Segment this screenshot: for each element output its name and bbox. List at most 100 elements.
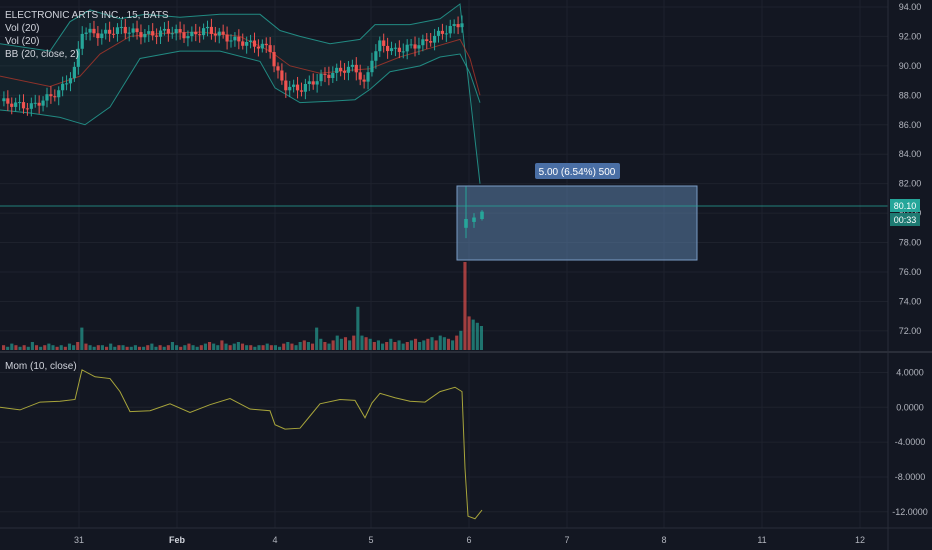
candle-body [452, 24, 456, 26]
volume-bar [418, 342, 422, 350]
candle-body [460, 23, 464, 28]
candle-body [41, 100, 45, 106]
volume-bar [121, 345, 125, 350]
volume-bars [2, 262, 483, 350]
candle-body [158, 30, 163, 37]
volume-bar [335, 335, 339, 350]
candle-body [346, 66, 351, 73]
candle-body [194, 31, 198, 35]
candle-body [237, 36, 241, 42]
volume-bar [331, 340, 335, 350]
momentum-axis[interactable]: 4.0000 0.0000 -4.0000 -8.0000 -12.0000 [892, 367, 928, 516]
candle-body [241, 41, 245, 46]
volume-bar [397, 340, 401, 350]
volume-bar [146, 345, 150, 350]
candle-body [444, 33, 448, 35]
momentum-tick-label: -12.0000 [892, 507, 928, 517]
candle-body [413, 44, 417, 49]
volume-bar [142, 346, 146, 350]
volume-bar [257, 345, 261, 350]
candle-body [76, 48, 80, 67]
volume-bar [179, 346, 183, 350]
candle-body [448, 25, 452, 34]
price-legend[interactable]: ELECTRONIC ARTS INC., 15, BATS Vol (20) … [5, 9, 169, 61]
volume-bar [240, 343, 245, 350]
symbol-title[interactable]: ELECTRONIC ARTS INC., 15, BATS [5, 10, 169, 21]
candle-body [288, 86, 292, 91]
candle-body [417, 45, 421, 49]
candle-body [440, 30, 445, 34]
candle-body [252, 40, 257, 47]
bollinger-lower [0, 50, 481, 126]
volume-bar [306, 342, 310, 350]
volume-bar [273, 345, 278, 350]
volume-indicator-2[interactable]: Vol (20) [5, 36, 40, 47]
candle-body [209, 26, 214, 34]
momentum-legend[interactable]: Mom (10, close) [5, 360, 77, 373]
momentum-tick-label: 0.0000 [896, 402, 924, 412]
candle-body [389, 48, 394, 52]
candle-body [135, 28, 139, 33]
volume-bar [195, 346, 199, 350]
candle-body [17, 102, 22, 104]
volume-bar [47, 343, 51, 350]
volume-bar [162, 346, 166, 350]
volume-bar [2, 345, 6, 350]
volume-bar [348, 340, 352, 350]
last-price-badge [890, 199, 920, 212]
volume-bar [282, 343, 286, 350]
volume-bar [228, 345, 232, 350]
candle-body [111, 33, 116, 35]
price-tick-label: 82.00 [899, 179, 922, 189]
candle-body [295, 84, 300, 91]
volume-indicator-1[interactable]: Vol (20) [5, 23, 40, 34]
price-tick-label: 92.00 [899, 31, 922, 41]
candle-body [245, 41, 249, 46]
candle-body [425, 39, 429, 42]
time-axis[interactable]: 31 Feb 4 5 6 7 8 11 12 [74, 535, 865, 545]
candle-body [213, 33, 217, 36]
candle-body [190, 31, 194, 37]
volume-bar [352, 335, 356, 350]
candle-body [374, 51, 378, 61]
volume-bar [80, 327, 84, 350]
candle-body [205, 26, 210, 29]
candle-body [201, 28, 206, 36]
volume-bar [26, 346, 30, 350]
volume-bar [278, 346, 282, 350]
candle-body [256, 46, 261, 49]
measure-range-box[interactable] [456, 185, 698, 261]
bollinger-upper [0, 3, 481, 184]
bollinger-indicator[interactable]: BB (20, close, 2) [5, 49, 79, 60]
candle-body [292, 84, 296, 87]
candle-body [186, 36, 190, 39]
volume-bar [393, 342, 397, 350]
candle-body [143, 33, 147, 38]
candle-body [49, 94, 53, 97]
candle-body [362, 79, 366, 82]
time-tick-label: 8 [661, 535, 666, 545]
candle-body [92, 28, 96, 34]
volume-bar [232, 343, 236, 350]
price-tick-label: 72.00 [899, 326, 922, 336]
volume-bar [315, 327, 319, 350]
candle-body [96, 33, 100, 39]
candle-body [319, 73, 323, 82]
momentum-title[interactable]: Mom (10, close) [5, 361, 77, 372]
candle-body [84, 32, 88, 34]
candle-body [409, 44, 413, 46]
volume-bar [150, 343, 154, 350]
measure-tool[interactable]: 5.00 (6.54%) 500 [456, 163, 698, 261]
candle-body [335, 67, 339, 73]
candle-body [68, 78, 73, 84]
volume-bar [356, 306, 360, 350]
price-tick-label: 76.00 [899, 267, 922, 277]
volume-bar [18, 346, 22, 350]
candle-body [276, 66, 280, 71]
volume-bar [261, 345, 265, 350]
time-tick-label: 5 [368, 535, 373, 545]
volume-bar [475, 322, 479, 350]
volume-bar [343, 337, 348, 350]
volume-bar [63, 346, 67, 350]
